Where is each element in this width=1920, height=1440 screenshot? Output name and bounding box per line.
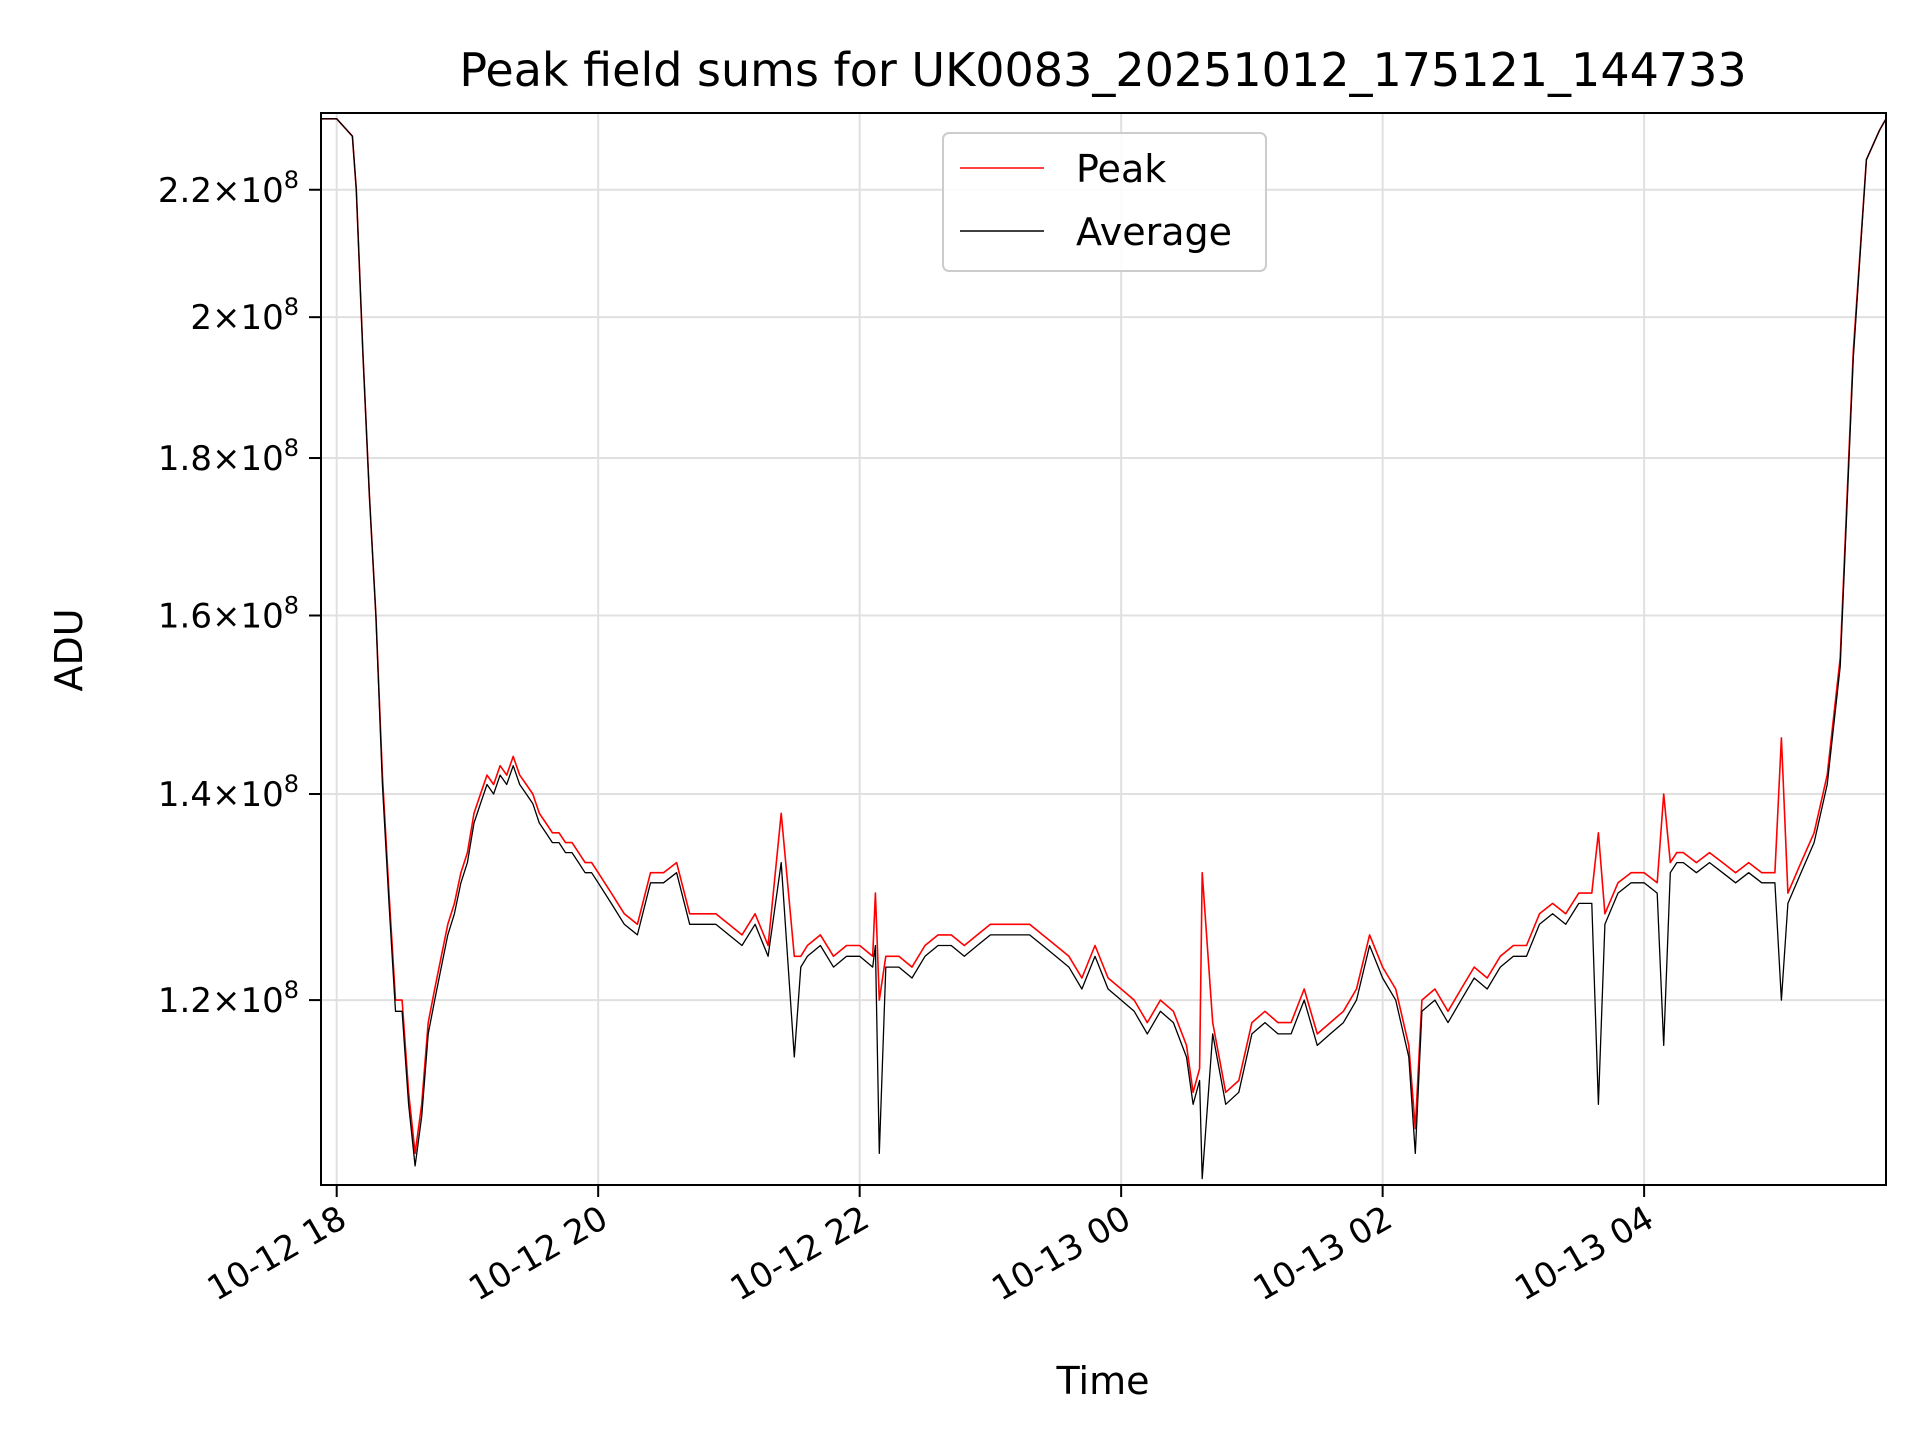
x-tick-label: 10-13 02 — [1247, 1198, 1399, 1309]
y-tick-mantissa: 1.8 — [158, 439, 212, 479]
x-tick-label: 10-12 22 — [724, 1198, 876, 1309]
y-tick-exponent: 8 — [284, 591, 299, 619]
y-tick-base: 10 — [240, 171, 283, 211]
legend-label-peak: Peak — [1076, 147, 1166, 191]
y-tick-exponent: 8 — [284, 976, 299, 1004]
y-tick-times: × — [212, 596, 241, 636]
y-tick-mantissa: 1.2 — [158, 981, 212, 1021]
plot-frame — [320, 112, 1887, 1186]
series-line-average — [321, 118, 1887, 1180]
y-tick-times: × — [212, 775, 241, 815]
y-tick-mantissa: 2.2 — [158, 171, 212, 211]
gridlines — [321, 113, 1886, 1185]
x-tick-label: 10-13 04 — [1508, 1198, 1660, 1309]
y-tick-times: × — [212, 171, 241, 211]
x-axis-label: Time — [1056, 1359, 1150, 1403]
x-tick-label: 10-12 18 — [201, 1198, 353, 1309]
y-tick-label: 1.2×108 — [158, 976, 299, 1021]
y-tick-label: 2.2×108 — [158, 166, 299, 211]
y-tick-mantissa: 2 — [190, 298, 212, 338]
y-tick-label: 1.4×108 — [158, 770, 299, 815]
y-tick-base: 10 — [240, 775, 283, 815]
y-tick-base: 10 — [240, 298, 283, 338]
y-tick-times: × — [212, 439, 241, 479]
y-tick-label: 1.8×108 — [158, 434, 299, 479]
legend-label-average: Average — [1076, 210, 1232, 254]
y-tick-exponent: 8 — [284, 770, 299, 798]
y-tick-base: 10 — [240, 439, 283, 479]
y-tick-times: × — [212, 298, 241, 338]
y-tick-times: × — [212, 981, 241, 1021]
y-tick-label: 1.6×108 — [158, 591, 299, 636]
y-axis-label: ADU — [47, 608, 91, 691]
y-tick-mantissa: 1.4 — [158, 775, 212, 815]
legend: Peak Average — [942, 132, 1267, 272]
x-tick-label: 10-12 20 — [462, 1198, 614, 1309]
y-tick-base: 10 — [240, 596, 283, 636]
y-tick-exponent: 8 — [284, 293, 299, 321]
x-tick-label: 10-13 00 — [985, 1198, 1137, 1309]
y-tick-base: 10 — [240, 981, 283, 1021]
chart-title: Peak field sums for UK0083_20251012_1751… — [459, 43, 1746, 97]
y-tick-exponent: 8 — [284, 434, 299, 462]
x-axis: 10-12 18 10-12 20 10-12 22 10-13 00 10-13 02… — [201, 1185, 1661, 1309]
y-tick-label: 2×108 — [190, 293, 299, 338]
y-tick-exponent: 8 — [284, 166, 299, 194]
series-line-peak — [321, 118, 1887, 1155]
series-lines — [321, 118, 1887, 1180]
y-tick-mantissa: 1.6 — [158, 596, 212, 636]
